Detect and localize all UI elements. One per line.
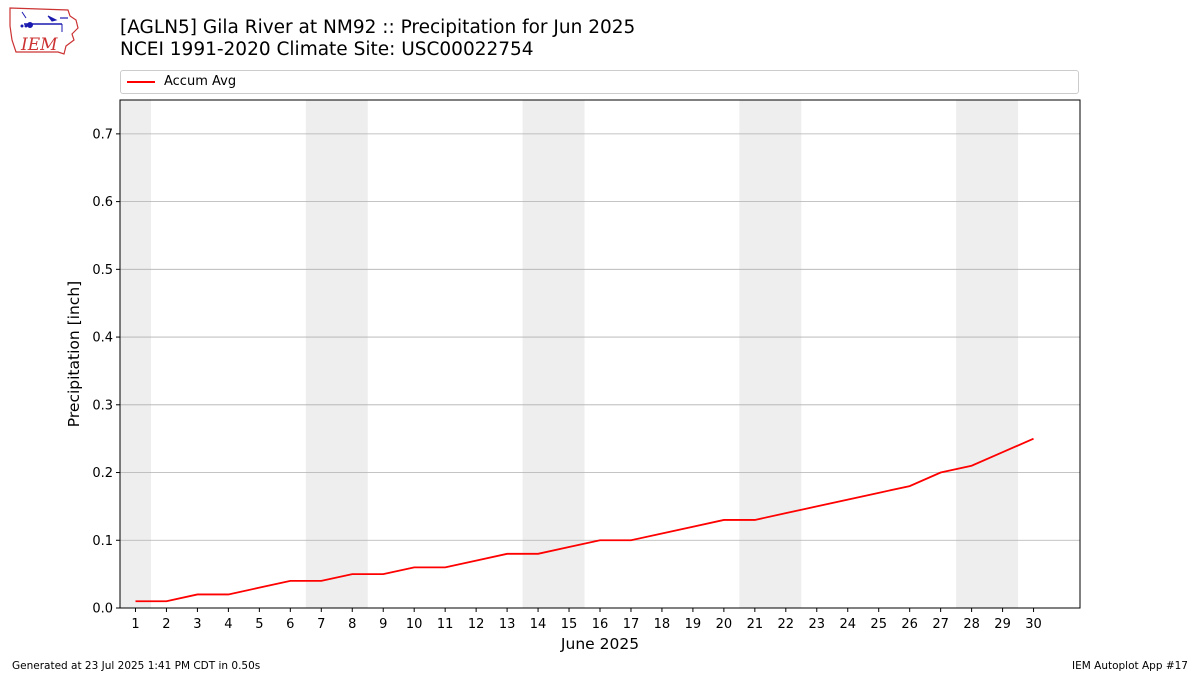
series-line-accum-avg [135,437,1034,603]
x-axis-label: June 2025 [560,635,639,653]
x-tick-label: 26 [901,617,918,632]
y-tick-label: 0.5 [92,263,113,278]
x-tick-label: 22 [778,617,795,632]
x-tick-label: 1 [131,617,139,632]
iem-logo: IEM [8,6,80,62]
x-tick-label: 5 [255,617,263,632]
x-tick-label: 4 [224,617,232,632]
x-tick-label: 17 [623,617,640,632]
legend: Accum Avg [120,70,1079,94]
x-tick-label: 23 [809,617,826,632]
chart-subtitle: NCEI 1991-2020 Climate Site: USC00022754 [120,39,534,60]
x-tick-label: 27 [932,617,949,632]
weekend-shade-0 [120,100,151,608]
x-tick-label: 28 [963,617,980,632]
y-tick-label: 0.2 [92,466,113,481]
weekend-shade-3 [739,100,802,608]
x-tick-label: 18 [654,617,671,632]
x-tick-label: 7 [317,617,325,632]
iowa-state-outline-icon [9,7,79,55]
x-tick-label: 6 [286,617,294,632]
x-tick-label: 11 [437,617,454,632]
footer-app-label: IEM Autoplot App #17 [1072,660,1188,672]
y-tick-label: 0.1 [92,534,113,549]
y-tick-label: 0.6 [92,195,113,210]
x-tick-label: 16 [592,617,609,632]
legend-swatch-accum-avg [127,81,155,83]
x-tick-label: 30 [1025,617,1042,632]
x-tick-label: 15 [561,617,578,632]
weather-symbols-icon [20,11,68,32]
weekend-shade-1 [305,100,368,608]
x-tick-label: 19 [685,617,702,632]
x-tick-label: 10 [406,617,423,632]
footer-generated-text: Generated at 23 Jul 2025 1:41 PM CDT in … [12,660,261,672]
plot-frame [119,99,1081,609]
weekend-shade-2 [522,100,585,608]
x-tick-label: 14 [530,617,547,632]
x-tick-label: 20 [716,617,733,632]
x-tick-label: 24 [839,617,856,632]
y-tick-label: 0.3 [92,398,113,413]
y-tick-label: 0.7 [92,127,113,142]
chart-title: [AGLN5] Gila River at NM92 :: Precipitat… [120,17,636,38]
x-tick-label: 13 [499,617,516,632]
x-tick-label: 3 [193,617,201,632]
weekend-shade-4 [956,100,1019,608]
x-tick-label: 12 [468,617,485,632]
x-tick-label: 9 [379,617,387,632]
y-tick-label: 0.0 [92,602,113,617]
y-tick-label: 0.4 [92,331,113,346]
x-tick-label: 29 [994,617,1011,632]
legend-label-accum-avg: Accum Avg [164,74,237,89]
x-tick-label: 21 [747,617,764,632]
y-axis-label: Precipitation [inch] [65,281,83,427]
x-tick-label: 2 [162,617,170,632]
x-tick-label: 8 [348,617,356,632]
x-tick-label: 25 [870,617,887,632]
logo-text: IEM [20,35,58,55]
